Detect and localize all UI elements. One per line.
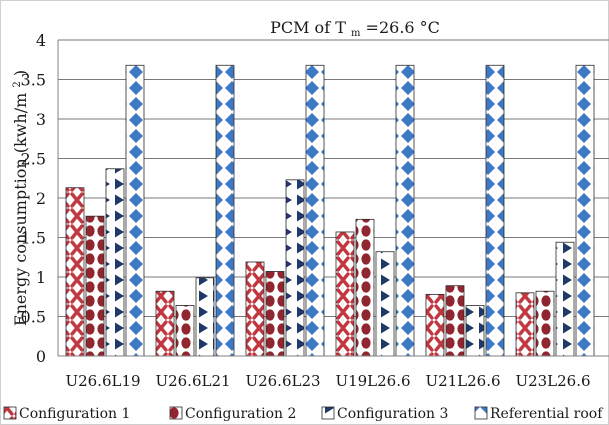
chart-title-prefix: PCM of T bbox=[270, 18, 346, 37]
y-axis-label: Energy consumption (kwh/m 2 ) bbox=[5, 70, 30, 326]
bar-configuration-2 bbox=[445, 285, 465, 357]
chart-title-subscript: m bbox=[351, 28, 361, 39]
y-tick-label: 4 bbox=[36, 31, 46, 50]
bar-configuration-2 bbox=[535, 290, 555, 357]
chart-title: PCM of T m =26.6 °C bbox=[270, 18, 440, 40]
y-tick-label: 1.5 bbox=[21, 229, 46, 248]
y-tick-labels: 0 0.5 1 1.5 2 2.5 3 3.5 4 bbox=[21, 31, 46, 366]
bar-configuration-3 bbox=[285, 179, 305, 357]
legend-swatch bbox=[3, 406, 17, 420]
bar-referential-roof bbox=[305, 64, 325, 357]
bar-configuration-2 bbox=[265, 271, 285, 357]
legend-label: Referential roof bbox=[490, 406, 604, 422]
legend-swatch bbox=[474, 406, 488, 420]
bar-referential-roof bbox=[485, 64, 505, 357]
x-tick-label: U26.6L19 bbox=[65, 372, 140, 390]
bar-configuration-2 bbox=[85, 215, 105, 357]
bar-referential-roof bbox=[125, 64, 145, 357]
y-tick-label: 1 bbox=[36, 268, 46, 287]
legend-label: Configuration 3 bbox=[337, 406, 448, 422]
chart-title-suffix: =26.6 °C bbox=[366, 18, 440, 37]
y-axis-label-main: Energy consumption (kwh/m bbox=[11, 93, 30, 326]
y-tick-label: 0 bbox=[36, 347, 46, 366]
grid-lines bbox=[58, 39, 609, 317]
y-tick-label: 3.5 bbox=[21, 71, 46, 90]
x-tick-label: U26.6L21 bbox=[155, 372, 230, 390]
bar-configuration-1 bbox=[335, 231, 355, 357]
bar-referential-roof bbox=[575, 64, 595, 357]
y-axis-label-superscript: 2 bbox=[12, 81, 23, 87]
x-tick-label: U21L26.6 bbox=[425, 372, 500, 390]
bar-referential-roof bbox=[395, 64, 415, 357]
bar-configuration-3 bbox=[555, 241, 575, 357]
y-tick-label: 3 bbox=[36, 110, 46, 129]
x-tick-label: U26.6L23 bbox=[245, 372, 320, 390]
x-tick-label: U19L26.6 bbox=[335, 372, 410, 390]
x-tick-labels: U26.6L19 U26.6L21 U26.6L23 U19L26.6 U21L26.6… bbox=[65, 372, 590, 390]
bar-configuration-3 bbox=[105, 168, 125, 357]
legend-swatch bbox=[321, 406, 335, 420]
bar-configuration-3 bbox=[375, 251, 395, 357]
bar-configuration-1 bbox=[65, 187, 85, 357]
legend-label: Configuration 1 bbox=[19, 406, 130, 422]
bar-configuration-1 bbox=[155, 290, 175, 357]
bars bbox=[65, 64, 595, 357]
bar-configuration-1 bbox=[515, 292, 535, 357]
bar-configuration-2 bbox=[355, 218, 375, 357]
bar-configuration-1 bbox=[425, 293, 445, 357]
bar-referential-roof bbox=[215, 64, 235, 357]
bar-configuration-2 bbox=[175, 305, 195, 357]
axes bbox=[57, 40, 609, 357]
legend-label: Configuration 2 bbox=[185, 406, 296, 422]
y-tick-label: 2.5 bbox=[21, 150, 46, 169]
legend: Configuration 1 Configuration 2 Configurat… bbox=[3, 406, 604, 422]
bar-configuration-3 bbox=[465, 305, 485, 357]
y-axis-label-end: ) bbox=[11, 70, 30, 76]
y-tick-label: 0.5 bbox=[21, 308, 46, 327]
x-tick-label: U23L26.6 bbox=[515, 372, 590, 390]
bar-configuration-1 bbox=[245, 261, 265, 357]
bar-configuration-3 bbox=[195, 277, 215, 357]
y-tick-label: 2 bbox=[36, 189, 46, 208]
legend-swatch bbox=[169, 406, 183, 420]
